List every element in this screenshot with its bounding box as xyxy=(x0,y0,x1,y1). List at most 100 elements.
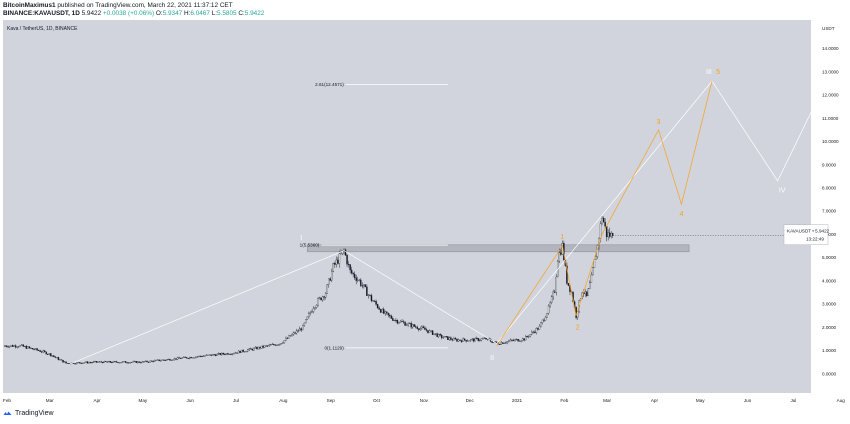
candle-body xyxy=(341,250,344,254)
candle-body xyxy=(445,336,448,338)
candle-body xyxy=(589,282,591,289)
candle-body xyxy=(587,288,590,296)
candle-body xyxy=(196,356,199,358)
candle-body xyxy=(114,361,116,363)
candle-body xyxy=(586,291,588,296)
candle-body xyxy=(509,339,512,342)
candle-body xyxy=(150,360,153,362)
candle-body xyxy=(448,337,451,340)
footer-brand[interactable]: TradingView xyxy=(3,410,54,417)
candle-body xyxy=(415,326,417,328)
candle-body xyxy=(201,356,203,358)
wave-label-IV: IV xyxy=(779,188,786,195)
candle-body xyxy=(173,358,176,360)
candle-body xyxy=(364,284,367,288)
candle-body xyxy=(279,343,281,345)
candle-body xyxy=(532,331,535,333)
candle-body xyxy=(187,357,189,359)
fib-level-label: 1(5.5360) xyxy=(300,243,320,248)
x-tick-label: Jul xyxy=(790,398,796,403)
candle-body xyxy=(599,223,602,239)
candle-body xyxy=(427,330,429,333)
candle-body xyxy=(280,343,283,345)
candle-body xyxy=(207,354,209,356)
y-tick-label: 14.0000 xyxy=(822,46,839,51)
candle-body xyxy=(299,328,301,332)
candle-body xyxy=(163,359,165,361)
x-tick-label: May xyxy=(696,398,705,403)
candle-body xyxy=(18,346,20,348)
bar-countdown: 13:22:49 xyxy=(806,237,824,242)
candle-body xyxy=(85,361,87,363)
candle-body xyxy=(82,362,84,364)
candle-body xyxy=(164,359,167,361)
candle-body xyxy=(331,271,333,281)
candle-body xyxy=(123,361,125,363)
y-tick-label: 0.0000 xyxy=(822,371,836,376)
x-tick-label: Dec xyxy=(466,398,475,403)
candle-body xyxy=(502,342,504,344)
candle-body xyxy=(547,305,550,314)
candle-body xyxy=(56,357,58,359)
candle-body xyxy=(560,252,562,255)
candle-body xyxy=(178,357,180,359)
price-chart[interactable]: 2.61(12.4571)1(5.5360)0(1.1129) IIIIIIIV… xyxy=(0,20,850,406)
candle-body xyxy=(410,323,412,328)
candle-body xyxy=(50,353,52,357)
candle-body xyxy=(393,319,396,321)
candle-body xyxy=(257,346,260,350)
candle-body xyxy=(263,345,266,348)
candle-body xyxy=(543,319,545,321)
candle-body xyxy=(323,296,325,298)
candle-body xyxy=(47,353,49,355)
candle-body xyxy=(189,357,191,359)
price-change: +0.0038 (+0.06%) xyxy=(102,10,155,17)
candle-body xyxy=(541,319,544,323)
last-price-tag[interactable] xyxy=(783,224,829,245)
candle-body xyxy=(369,294,371,296)
candle-body xyxy=(184,356,186,358)
candle-body xyxy=(63,361,66,363)
candle-body xyxy=(412,324,414,328)
candle-body xyxy=(205,354,208,356)
candle-body xyxy=(395,319,397,321)
candle-body xyxy=(355,277,357,281)
high-value: 6.0467 xyxy=(190,10,210,17)
candle-body xyxy=(138,361,141,363)
candle-body xyxy=(601,217,603,224)
candle-body xyxy=(358,279,360,281)
candle-body xyxy=(506,341,509,343)
publisher-name[interactable]: BitcoinMaximus1 xyxy=(3,2,56,9)
candle-body xyxy=(431,330,434,335)
candle-body xyxy=(340,253,342,255)
candle-body xyxy=(328,278,330,285)
candle-body xyxy=(390,315,393,319)
candle-body xyxy=(121,361,124,363)
publish-header: BitcoinMaximus1 published on TradingView… xyxy=(3,2,233,10)
candle-body xyxy=(118,362,121,364)
candle-body xyxy=(300,328,302,331)
y-tick-label: 7.0000 xyxy=(822,209,836,214)
candle-body xyxy=(186,357,188,359)
candle-body xyxy=(398,322,400,324)
candle-body xyxy=(74,363,76,365)
candle-body xyxy=(305,319,307,324)
candle-body xyxy=(282,342,284,344)
candle-body xyxy=(45,351,47,355)
candle-body xyxy=(404,322,406,326)
plot-area[interactable] xyxy=(3,20,811,393)
candle-body xyxy=(248,348,251,351)
candle-body xyxy=(308,313,310,318)
candle-body xyxy=(160,360,162,362)
candle-body xyxy=(276,344,278,346)
publish-info: published on TradingView.com, March 22, … xyxy=(55,2,233,9)
candle-body xyxy=(117,362,119,363)
candle-body xyxy=(379,309,382,313)
currency-label: USDT xyxy=(822,26,835,31)
wave-label-1: 1 xyxy=(560,234,564,241)
candle-body xyxy=(161,359,163,361)
candle-body xyxy=(112,361,115,363)
candle-body xyxy=(132,361,134,363)
candle-body xyxy=(36,348,38,351)
candle-body xyxy=(605,226,608,238)
